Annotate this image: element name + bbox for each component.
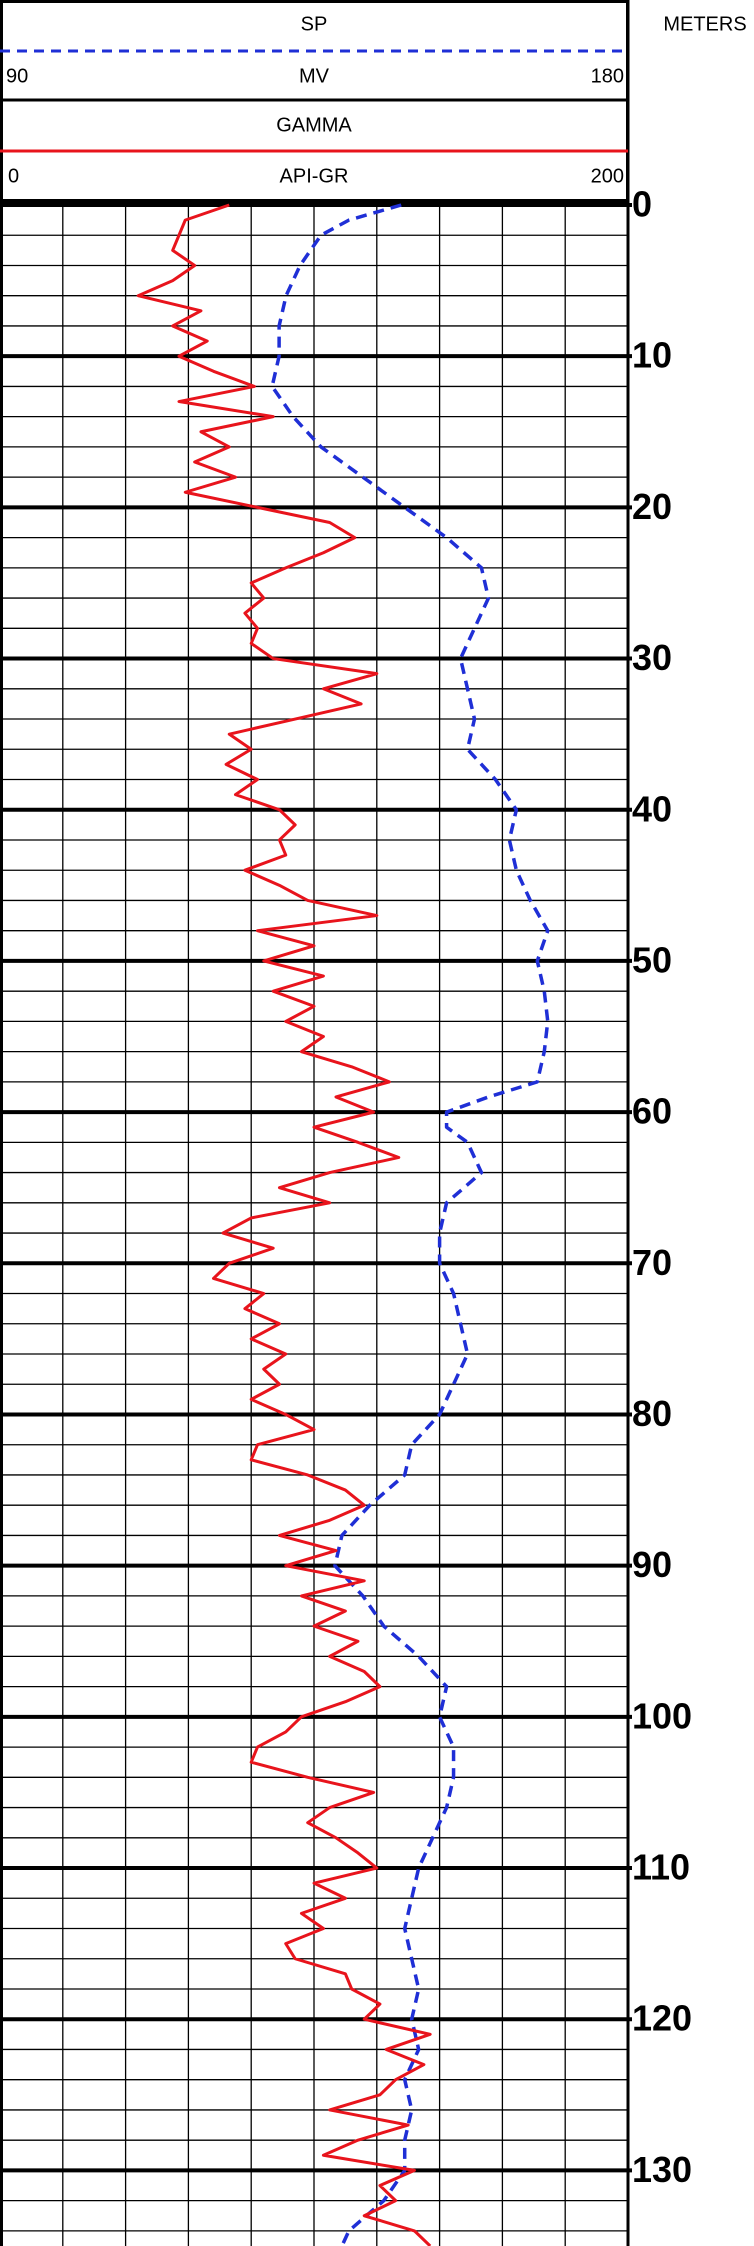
depth-tick-label: 40 [632,788,672,829]
depth-axis-title: METERS [663,13,746,35]
depth-tick-label: 110 [632,1847,690,1888]
sp-title: SP [301,13,328,35]
gamma-unit: API-GR [280,165,349,187]
gamma-title: GAMMA [276,114,352,136]
depth-tick-label: 90 [632,1544,672,1585]
depth-tick-label: 50 [632,939,672,980]
sp-curve [270,203,550,2246]
gamma-min: 0 [8,165,19,187]
depth-tick-label: 0 [632,184,652,225]
depth-tick-label: 120 [632,1998,692,2039]
grid: 0 10 20 30 40 50 60 70 80 90 100 110 120 130 [0,0,692,2246]
gamma-max: 200 [591,165,624,187]
sp-min: 90 [6,65,28,87]
depth-tick-label: 60 [632,1091,672,1132]
depth-tick-label: 80 [632,1393,672,1434]
gamma-curve [136,203,432,2246]
depth-tick-label: 70 [632,1242,672,1283]
depth-tick-label: 10 [632,335,672,376]
depth-tick-label: 100 [632,1695,692,1736]
sp-max: 180 [591,65,624,87]
depth-tick-label: 30 [632,637,672,678]
sp-unit: MV [299,65,330,87]
depth-tick-label: 20 [632,486,672,527]
depth-tick-label: 130 [632,2149,692,2190]
curves [136,203,550,2246]
